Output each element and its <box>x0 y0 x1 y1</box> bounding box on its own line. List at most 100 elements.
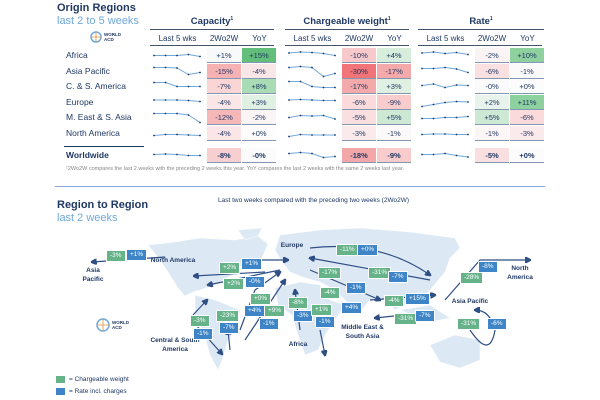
sparkline-point <box>164 112 167 115</box>
sparkline-point <box>176 54 178 57</box>
legend-label: = Rate incl. charges <box>69 387 127 395</box>
logo-text: WORLD <box>104 32 121 37</box>
sparkline-point <box>299 80 302 83</box>
sparkline <box>288 80 336 89</box>
sparkline-point <box>467 100 469 103</box>
sparkline <box>153 81 201 88</box>
cell-2wo2w: -15% <box>207 63 241 79</box>
sparkline <box>153 98 201 102</box>
sparkline-point <box>334 99 336 101</box>
sparkline-point <box>334 155 336 158</box>
sparkline-point <box>153 153 155 156</box>
column-header-ww: 2Wo2W <box>344 34 374 43</box>
cell-2wo2w: +1% <box>207 48 241 63</box>
sparkline-point <box>153 54 155 57</box>
cell-2wo2w: -0% <box>475 79 509 94</box>
sparkline-point <box>199 154 201 157</box>
legend-item-rate: = Rate incl. charges <box>56 385 129 397</box>
chargeable-weight-badge: +9% <box>264 305 286 317</box>
australia-shape <box>429 334 481 369</box>
sparkline-point <box>322 99 325 101</box>
sparkline-point <box>288 116 290 119</box>
chargeable-weight-badge: -17% <box>318 267 342 279</box>
chargeable-weight-badge: +2% <box>223 278 245 290</box>
cell-yoy: -3% <box>510 125 544 141</box>
rate-badge: +1% <box>126 249 148 261</box>
green-swatch-icon <box>56 375 65 383</box>
sparkline-point <box>444 52 446 55</box>
cell-yoy: +4% <box>377 48 411 63</box>
chargeable-weight-badge: +0% <box>250 293 272 305</box>
cell-yoy: -9% <box>377 94 411 110</box>
sparkline-point <box>199 121 201 124</box>
cell-yoy: +0% <box>510 148 544 163</box>
eurasia-shape <box>274 227 461 313</box>
map-region-label: Central & South America <box>150 337 200 353</box>
legend: = Chargeable weight = Rate incl. charges <box>56 373 129 397</box>
map-region-label: North America <box>150 257 196 264</box>
map-caption: Last two weeks compared with the precedi… <box>218 197 409 204</box>
rate-badge: -6% <box>487 318 507 330</box>
sparkline-point <box>334 118 336 120</box>
sparkline <box>153 66 201 75</box>
r2r-title: Region to Region <box>57 199 149 211</box>
sparkline-point <box>467 156 469 158</box>
sparkline-point <box>334 72 336 74</box>
chargeable-weight-badge: -8% <box>288 297 308 309</box>
sparkline-point <box>455 51 458 54</box>
chargeable-weight-badge: -11% <box>336 244 359 256</box>
sparkline-point <box>432 103 435 105</box>
sparkline-point <box>444 101 446 103</box>
rate-badge: -0% <box>245 276 265 288</box>
legend-item-chargeable: = Chargeable weight <box>56 373 129 385</box>
sparkline-point <box>334 133 336 136</box>
sparkline-point <box>322 133 325 136</box>
sparkline-point <box>187 85 190 88</box>
cell-2wo2w: -10% <box>342 48 376 63</box>
cell-yoy: -1% <box>510 63 544 79</box>
chargeable-weight-badge: +1% <box>311 304 333 316</box>
origin-title: Origin Regions <box>57 2 136 14</box>
sparkline-point <box>199 85 201 88</box>
rate-badge: +0% <box>357 244 379 256</box>
sparkline <box>153 112 201 124</box>
sparkline <box>153 153 201 157</box>
sparkline-point <box>432 117 435 120</box>
cell-2wo2w: -8% <box>207 148 241 163</box>
sparkline-point <box>311 152 313 155</box>
globe-logo-icon <box>90 31 102 43</box>
rate-badge: -7% <box>415 310 435 322</box>
cell-2wo2w: -18% <box>342 148 376 163</box>
map-region-label: Asia Pacific <box>82 267 104 283</box>
sparkline-point <box>311 98 313 101</box>
cell-yoy: -2% <box>242 110 276 125</box>
sparkline-point <box>467 115 469 118</box>
rate-badge: -1% <box>346 282 366 294</box>
worldwide-rule <box>64 146 144 147</box>
sparkline-point <box>334 86 336 89</box>
sparkline-point <box>444 66 446 68</box>
region-name: North America <box>66 127 120 138</box>
sparkline-point <box>455 154 458 157</box>
cell-2wo2w: -7% <box>207 79 241 94</box>
sparkline-point <box>164 133 167 135</box>
chargeable-weight-badge: -4% <box>320 287 340 299</box>
cell-yoy: -0% <box>242 148 276 163</box>
sparkline <box>421 51 469 56</box>
cell-2wo2w: -4% <box>207 94 241 110</box>
sparkline-point <box>187 99 190 101</box>
sparkline <box>153 133 201 136</box>
cell-yoy: -1% <box>377 125 411 141</box>
rate-badge: +4% <box>341 302 363 314</box>
legend-label: = Chargeable weight <box>69 375 129 383</box>
cell-2wo2w: -1% <box>475 125 509 141</box>
cell-yoy: +0% <box>242 125 276 141</box>
column-header-spark: Last 5 wks <box>158 34 197 43</box>
sparkline-point <box>176 98 178 101</box>
sparkline <box>288 133 336 137</box>
footnote-marker: 1 <box>387 16 391 22</box>
world-acd-logo-map: WORLD ACD <box>96 318 129 332</box>
sparkline-point <box>299 65 302 67</box>
sparkline-point <box>334 54 336 57</box>
sparkline-point <box>176 112 178 115</box>
